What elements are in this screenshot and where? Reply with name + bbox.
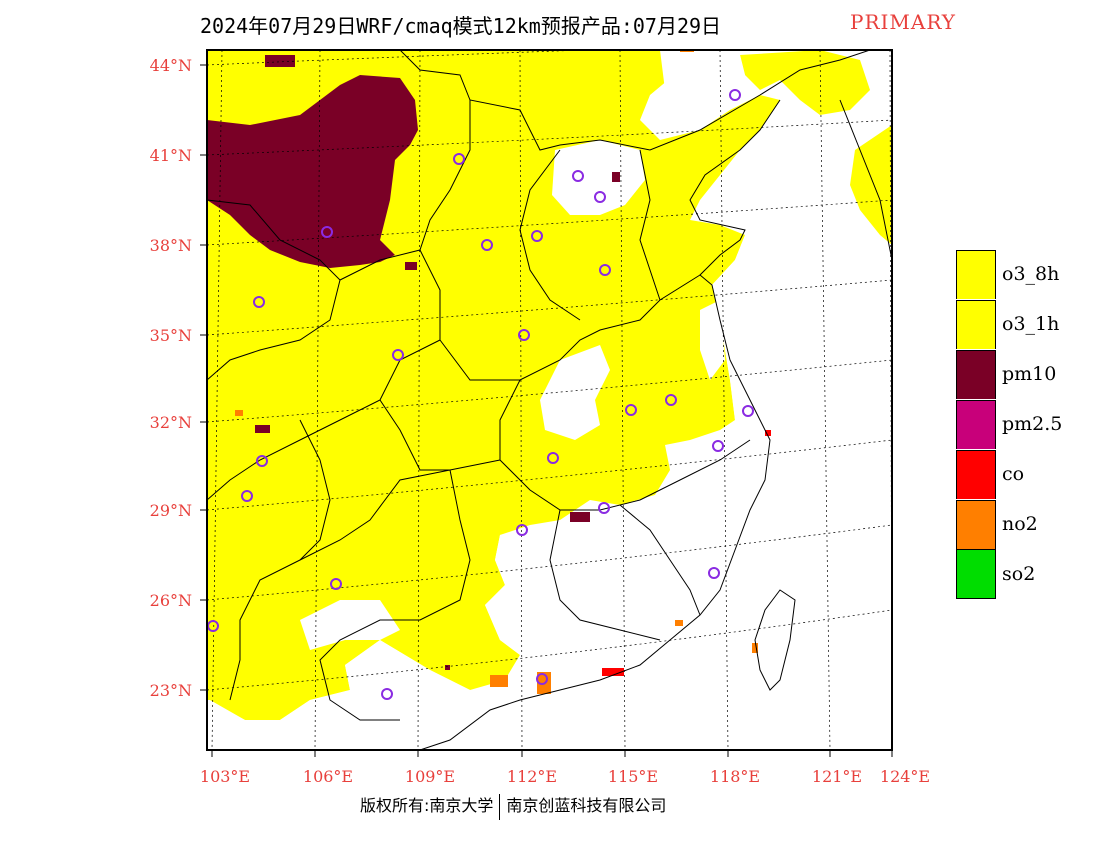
lat-label-35: 35°N — [150, 326, 192, 345]
station-marker — [256, 455, 268, 467]
pollutant-legend: o3_8h o3_1h pm10 pm2.5 co no2 so2 — [956, 249, 1096, 599]
clean-area-east — [700, 300, 725, 380]
clean-area-sichuan — [207, 700, 280, 750]
lon-label-103: 103°E — [200, 767, 250, 786]
station-marker — [625, 404, 637, 416]
copyright: 版权所有:南京大学 南京创蓝科技有限公司 — [360, 792, 666, 820]
legend-swatch — [956, 399, 996, 449]
clean-area-guangxi-west — [300, 600, 400, 650]
legend-swatch — [956, 449, 996, 499]
pm10-spot-5 — [445, 665, 450, 670]
legend-swatch — [956, 549, 996, 599]
lon-label-106: 106°E — [303, 767, 353, 786]
lat-label-41: 41°N — [150, 146, 192, 165]
legend-item-no2: no2 — [956, 499, 1096, 549]
legend-label: o3_8h — [1002, 263, 1060, 285]
lat-label-23: 23°N — [150, 681, 192, 700]
o3-region-ne — [740, 50, 870, 115]
clean-area-ne — [660, 50, 745, 125]
map-title: 2024年07月29日WRF/cmaq模式12km预报产品:07月29日 — [200, 14, 722, 38]
legend-label: pm10 — [1002, 363, 1057, 385]
lat-label-26: 26°N — [150, 591, 192, 610]
pm10-spot-4 — [405, 262, 417, 270]
station-marker — [598, 502, 610, 514]
no2-spot-2 — [490, 675, 508, 687]
pm10-spot-3 — [612, 172, 620, 182]
station-marker — [572, 170, 584, 182]
primary-badge: PRIMARY — [850, 10, 956, 34]
station-marker — [481, 239, 493, 251]
station-marker — [392, 349, 404, 361]
station-marker — [712, 440, 724, 452]
pm10-region-north — [207, 75, 418, 268]
o3-region-ne2 — [850, 125, 892, 245]
station-marker — [536, 673, 548, 685]
lon-label-112: 112°E — [507, 767, 557, 786]
lat-label-29: 29°N — [150, 501, 192, 520]
lat-label-44: 44°N — [150, 56, 192, 75]
clean-area-south — [485, 430, 760, 700]
lat-ticks — [200, 64, 207, 691]
legend-label: no2 — [1002, 513, 1038, 535]
boundaries — [207, 50, 892, 750]
station-marker — [321, 226, 333, 238]
legend-swatch — [956, 299, 996, 349]
lon-label-118: 118°E — [710, 767, 760, 786]
legend-item-o3-1h: o3_1h — [956, 299, 1096, 349]
legend-item-pm10: pm10 — [956, 349, 1096, 399]
legend-label: pm2.5 — [1002, 413, 1063, 435]
pm10-spot-2 — [570, 512, 590, 522]
station-marker — [516, 524, 528, 536]
legend-item-pm25: pm2.5 — [956, 399, 1096, 449]
station-marker — [665, 394, 677, 406]
station-marker — [330, 578, 342, 590]
lat-label-32: 32°N — [150, 413, 192, 432]
legend-item-o3-8h: o3_8h — [956, 249, 1096, 299]
legend-label: o3_1h — [1002, 313, 1060, 335]
clean-area-sea — [520, 235, 892, 750]
no2-spot-3 — [675, 620, 683, 626]
legend-swatch — [956, 349, 996, 399]
pm10-spot-6 — [255, 425, 270, 433]
pm10-spot-1 — [265, 55, 295, 67]
legend-swatch — [956, 249, 996, 299]
lon-label-115: 115°E — [608, 767, 658, 786]
copyright-divider — [499, 793, 501, 820]
no2-spot-4 — [752, 643, 758, 653]
clean-area-sw — [280, 640, 520, 750]
station-marker — [729, 89, 741, 101]
clean-area-beijing — [552, 140, 645, 215]
station-marker — [594, 191, 606, 203]
station-marker — [381, 688, 393, 700]
legend-label: so2 — [1002, 563, 1036, 585]
station-marker — [253, 296, 265, 308]
legend-item-so2: so2 — [956, 549, 1096, 599]
station-marker — [241, 490, 253, 502]
lat-label-38: 38°N — [150, 236, 192, 255]
station-marker — [708, 567, 720, 579]
copyright-company: 南京创蓝科技有限公司 — [506, 796, 667, 815]
legend-label: co — [1002, 463, 1025, 485]
lon-label-109: 109°E — [405, 767, 455, 786]
lon-ticks — [211, 750, 893, 757]
station-marker — [742, 405, 754, 417]
station-marker — [518, 329, 530, 341]
co-spot-1 — [602, 668, 624, 676]
clean-area-central — [540, 345, 610, 440]
lon-label-121: 121°E — [812, 767, 862, 786]
lon-label-124: 124°E — [880, 767, 930, 786]
legend-swatch — [956, 499, 996, 549]
station-marker — [599, 264, 611, 276]
map-frame — [206, 49, 893, 751]
legend-item-co: co — [956, 449, 1096, 499]
station-marker — [531, 230, 543, 242]
co-spot-2 — [765, 430, 771, 436]
station-marker — [453, 153, 465, 165]
station-marker — [547, 452, 559, 464]
no2-spot-5 — [235, 410, 243, 416]
copyright-owner: 版权所有:南京大学 — [360, 796, 494, 815]
